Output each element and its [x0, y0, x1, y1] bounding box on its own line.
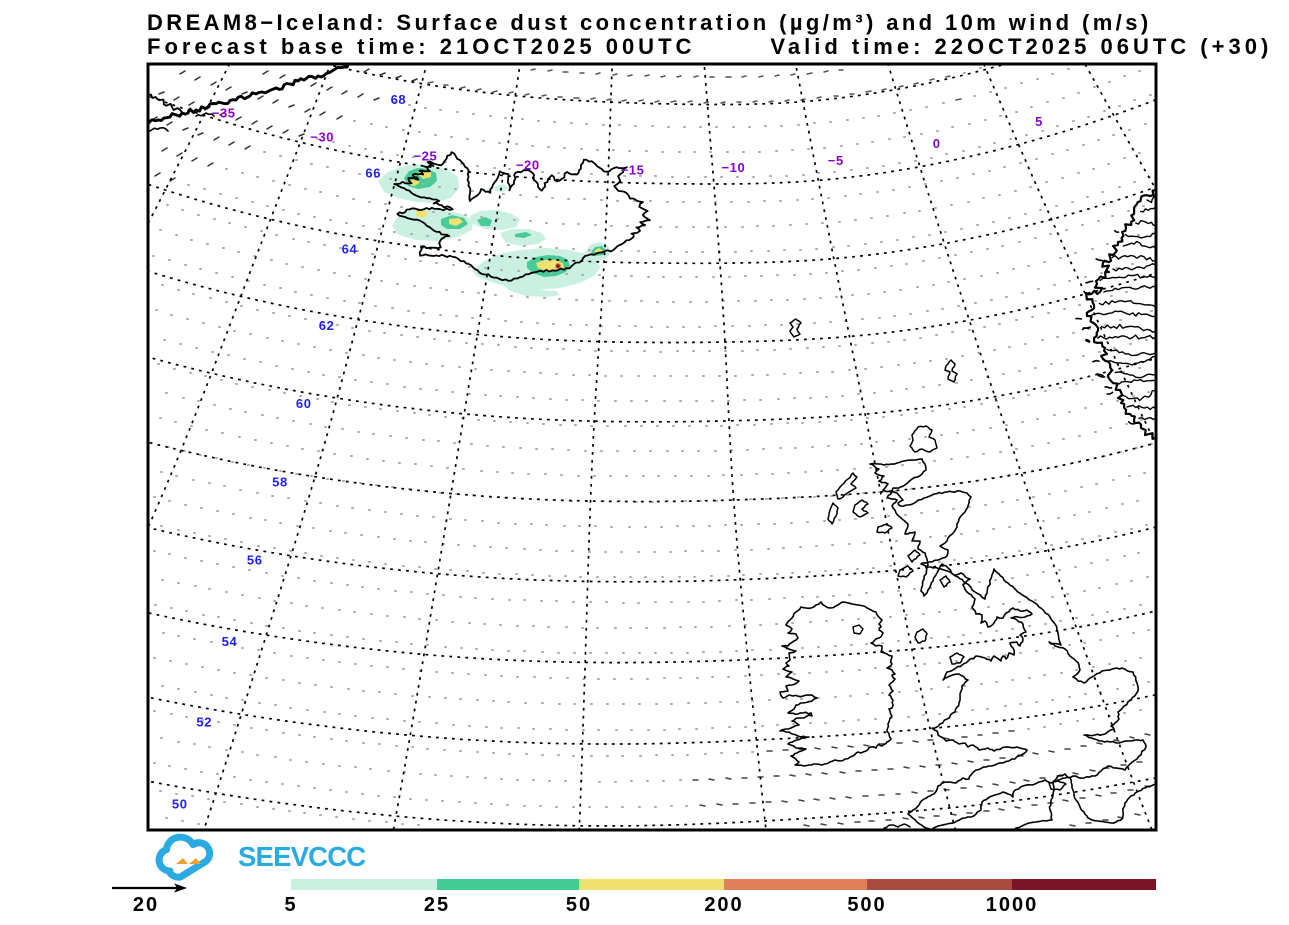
svg-text:54: 54: [222, 634, 238, 649]
svg-text:DREAM8−Iceland: Surface dust c: DREAM8−Iceland: Surface dust concentrati…: [147, 10, 1152, 35]
svg-text:−30: −30: [310, 130, 334, 145]
svg-text:Forecast base time: 21OCT2025: Forecast base time: 21OCT2025 00UTC Vali…: [147, 34, 1272, 59]
svg-text:5: 5: [1035, 114, 1043, 129]
svg-text:−15: −15: [621, 162, 645, 177]
svg-text:50: 50: [566, 894, 592, 916]
svg-text:500: 500: [847, 894, 886, 916]
svg-text:200: 200: [704, 894, 743, 916]
svg-text:5: 5: [284, 894, 297, 916]
svg-text:SEEVCCC: SEEVCCC: [238, 841, 366, 872]
svg-text:−20: −20: [516, 158, 540, 173]
svg-text:1000: 1000: [986, 894, 1039, 916]
svg-text:58: 58: [272, 474, 288, 489]
svg-text:52: 52: [196, 714, 212, 729]
svg-text:62: 62: [319, 318, 335, 333]
svg-text:20: 20: [133, 894, 159, 916]
svg-text:−10: −10: [721, 160, 745, 175]
svg-text:0: 0: [933, 136, 941, 151]
svg-text:25: 25: [424, 894, 450, 916]
svg-text:68: 68: [391, 92, 407, 107]
svg-text:−25: −25: [413, 148, 437, 163]
svg-text:66: 66: [365, 166, 381, 181]
svg-text:−35: −35: [212, 106, 236, 121]
svg-text:50: 50: [172, 796, 188, 811]
svg-text:60: 60: [296, 396, 312, 411]
svg-text:−5: −5: [828, 153, 844, 168]
svg-text:56: 56: [247, 553, 263, 568]
svg-text:64: 64: [342, 241, 358, 256]
